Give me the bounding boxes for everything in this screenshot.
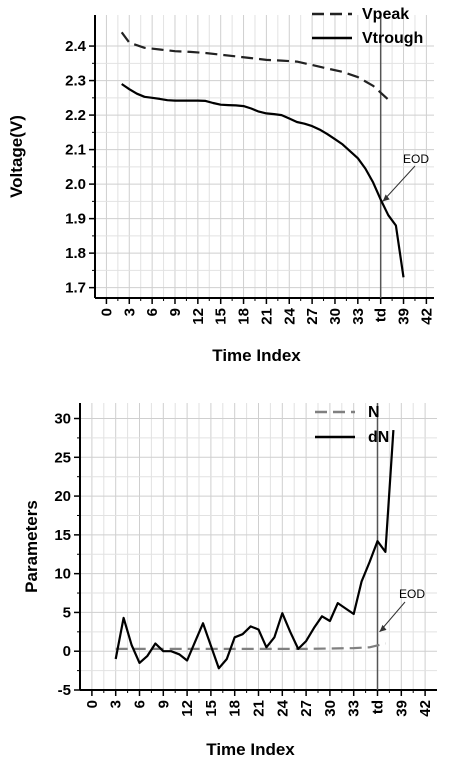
x-tick-label-3: 3	[108, 700, 125, 708]
y-axis-title: Parameters	[22, 500, 41, 593]
eod-arrow-head	[382, 194, 390, 202]
x-tick-label-18: 18	[236, 308, 253, 325]
eod-arrow-line	[382, 165, 416, 202]
x-tick-label-0: 0	[84, 700, 101, 708]
x-tick-label-3: 3	[121, 308, 138, 316]
x-tick-label-21: 21	[258, 308, 275, 325]
x-axis-title: Time Index	[212, 346, 301, 365]
x-tick-label-15: 15	[213, 308, 230, 325]
x-tick-label-18: 18	[227, 700, 244, 717]
eod-annotation: EOD	[399, 587, 425, 601]
legend-label-dn: dN	[368, 429, 389, 446]
eod-annotation: EOD	[403, 152, 429, 166]
series-line-dn	[114, 430, 395, 670]
x-axis-title: Time Index	[206, 740, 295, 759]
voltage-chart: 0 3 6 9 12 15 18 21 24 27 30 33 td 39 42 1.7 1.8 1.9 2.0 2.…	[7, 6, 435, 365]
y-tick-label--5: -5	[58, 682, 71, 699]
x-tick-label-12: 12	[190, 308, 207, 325]
x-tick-label-15: 15	[203, 700, 220, 717]
y-axis-title: Voltage(V)	[7, 115, 26, 198]
series-line-vtrough	[121, 83, 405, 278]
y-tick-label-2-4: 2.4	[65, 38, 87, 55]
x-tick-label-0: 0	[98, 308, 115, 316]
y-tick-label-2-2: 2.2	[65, 107, 86, 124]
x-tick-label-6: 6	[132, 700, 149, 708]
x-tick-label-39: 39	[393, 700, 410, 717]
legend-label-n: N	[368, 404, 380, 421]
y-tick-label-2-1: 2.1	[65, 142, 86, 159]
x-tick-label-21: 21	[251, 700, 268, 717]
x-tick-label-27: 27	[304, 308, 321, 325]
eod-arrow-head	[379, 624, 387, 632]
y-tick-label-1-8: 1.8	[65, 245, 86, 262]
x-tick-label-30: 30	[327, 308, 344, 325]
x-tick-label-6: 6	[144, 308, 161, 316]
legend-label-vpeak: Vpeak	[362, 6, 409, 23]
y-tick-label-1-9: 1.9	[65, 211, 86, 228]
x-tick-label-9: 9	[167, 308, 184, 316]
y-tick-label-2-3: 2.3	[65, 73, 86, 90]
x-tick-label-9: 9	[155, 700, 172, 708]
y-tick-label-1-7: 1.7	[65, 280, 86, 297]
x-tick-label-24: 24	[281, 307, 298, 324]
y-tick-label-2-0: 2.0	[65, 176, 86, 193]
y-tick-label-20: 20	[54, 488, 71, 505]
y-tick-label-30: 30	[54, 411, 71, 428]
x-tick-label-24: 24	[274, 699, 291, 716]
series-line-n	[115, 642, 386, 651]
x-tick-label-td: td	[370, 700, 387, 714]
gridlines	[95, 15, 434, 298]
x-tick-label-27: 27	[298, 700, 315, 717]
series-line-vpeak	[120, 31, 390, 101]
x-tick-label-42: 42	[417, 700, 434, 717]
y-tick-label-5: 5	[63, 604, 71, 621]
x-tick-label-td: td	[373, 308, 390, 322]
x-tick-label-39: 39	[396, 308, 413, 325]
y-tick-label-10: 10	[54, 566, 71, 583]
x-tick-label-33: 33	[350, 308, 367, 325]
parameters-chart: 0 3 6 9 12 15 18 21 24 27 30 33 td 39 42-5051015202530…	[22, 403, 437, 759]
legend-label-vtrough: Vtrough	[362, 30, 423, 47]
x-tick-label-33: 33	[346, 700, 363, 717]
x-tick-label-30: 30	[322, 700, 339, 717]
y-tick-label-25: 25	[54, 449, 71, 466]
x-tick-label-42: 42	[418, 308, 435, 325]
x-tick-label-12: 12	[179, 700, 196, 717]
y-tick-label-15: 15	[54, 527, 71, 544]
y-tick-label-0: 0	[63, 643, 71, 660]
gridlines	[80, 403, 437, 691]
